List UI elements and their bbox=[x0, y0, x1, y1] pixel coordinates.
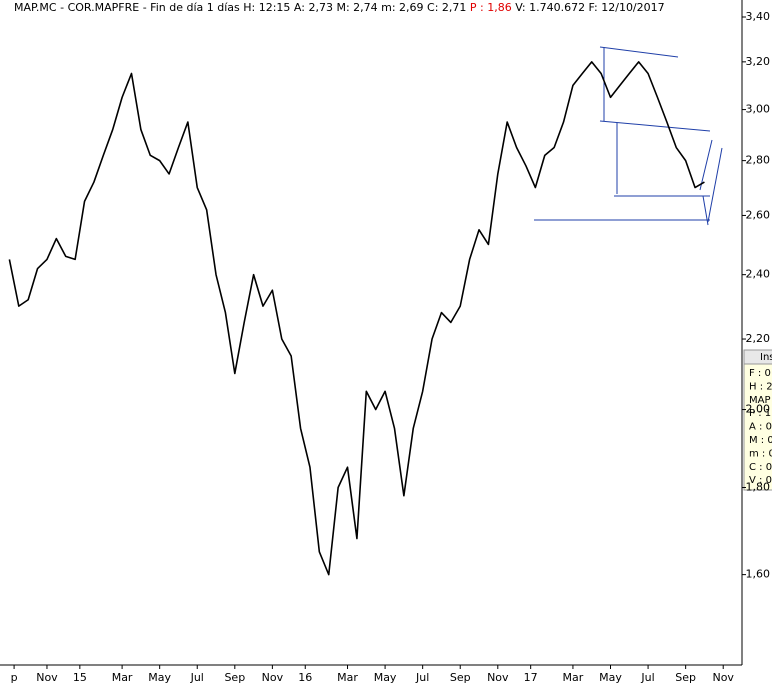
trend-drawings bbox=[534, 46, 723, 226]
x-tick-label: Mar bbox=[112, 671, 133, 684]
x-tick-label: Jul bbox=[190, 671, 204, 684]
x-tick-label: 17 bbox=[524, 671, 538, 684]
x-tick-label: Mar bbox=[337, 671, 358, 684]
title-part: MAP.MC - COR.MAPFRE - Fin de día 1 días … bbox=[14, 1, 466, 14]
panel-line: P : 1 bbox=[749, 408, 771, 419]
panel-box bbox=[743, 349, 772, 491]
panel-line: V : 0 bbox=[749, 475, 772, 486]
panel-line: H : 2 bbox=[749, 381, 772, 392]
x-tick-label: May bbox=[374, 671, 397, 684]
panel-header bbox=[743, 349, 772, 365]
y-tick-label: 2,00 bbox=[746, 403, 771, 416]
x-tick-label: Sep bbox=[224, 671, 245, 684]
panel-line: C : 0 bbox=[749, 462, 772, 473]
y-tick-label: 1,80 bbox=[746, 480, 771, 493]
y-tick-label: 3,40 bbox=[746, 10, 771, 23]
panel-line: M : 0 bbox=[749, 435, 772, 446]
title-part: P : 1,86 bbox=[470, 1, 512, 14]
x-tick-label: Nov bbox=[36, 671, 58, 684]
x-tick-label: Jul bbox=[415, 671, 429, 684]
x-tick-label: 16 bbox=[298, 671, 312, 684]
x-tick-label: Sep bbox=[450, 671, 471, 684]
price-line bbox=[8, 61, 705, 576]
x-tick-label: Mar bbox=[563, 671, 584, 684]
chart-title: MAP.MC - COR.MAPFRE - Fin de día 1 días … bbox=[14, 1, 665, 14]
x-tick-label: Nov bbox=[262, 671, 284, 684]
x-tick-label: May bbox=[148, 671, 171, 684]
panel-line: MAP bbox=[749, 395, 771, 406]
panel-line: F : 0 bbox=[749, 368, 771, 379]
x-tick-label: May bbox=[599, 671, 622, 684]
info-panel: Ins F : 0 H : 2 MAP P : 1 A : 0 M : 0 m : 0 C :… bbox=[743, 349, 772, 491]
x-tick-label: Jul bbox=[640, 671, 654, 684]
y-tick-label: 1,60 bbox=[746, 568, 771, 581]
y-tick-label: 2,60 bbox=[746, 208, 771, 221]
x-tick-label: Sep bbox=[675, 671, 696, 684]
y-tick-label: 2,80 bbox=[746, 154, 771, 167]
x-tick-label: p bbox=[11, 671, 18, 684]
panel-line: m : 0 bbox=[749, 448, 772, 459]
x-tick-label: Nov bbox=[712, 671, 734, 684]
y-tick-label: 2,20 bbox=[746, 332, 771, 345]
x-tick-label: Nov bbox=[487, 671, 509, 684]
y-tick-label: 2,40 bbox=[746, 268, 771, 281]
panel-title: Ins bbox=[760, 352, 772, 363]
title-part: V: 1.740.672 F: 12/10/2017 bbox=[515, 1, 664, 14]
x-tick-label: 15 bbox=[73, 671, 87, 684]
y-tick-label: 3,20 bbox=[746, 55, 771, 68]
panel-line: A : 0 bbox=[749, 422, 772, 433]
y-tick-label: 3,00 bbox=[746, 103, 771, 116]
